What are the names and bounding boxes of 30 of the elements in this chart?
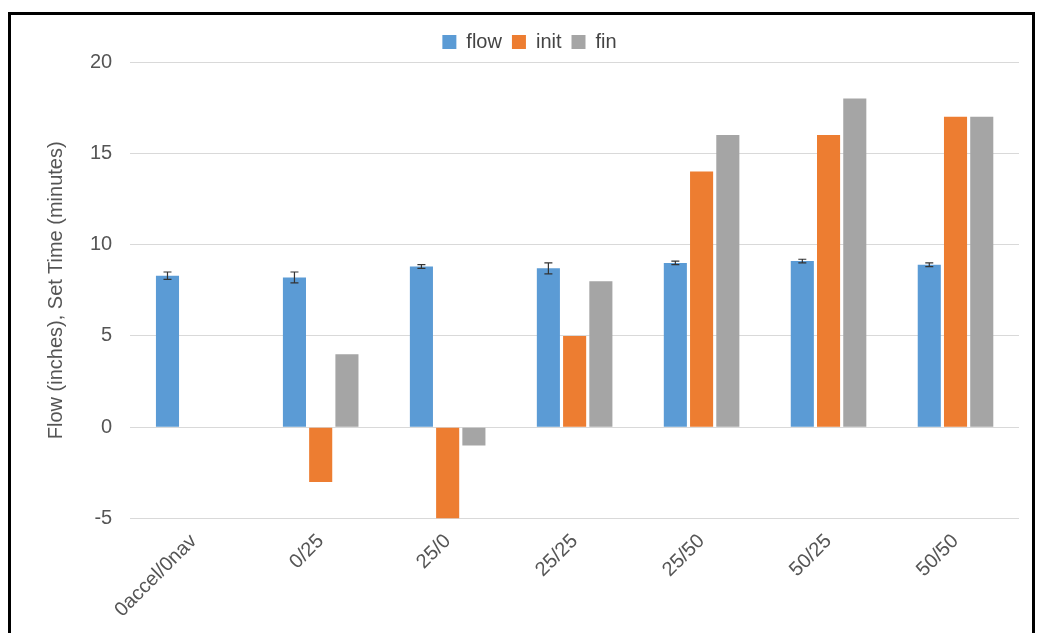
bar bbox=[536, 268, 560, 427]
bar bbox=[589, 281, 613, 427]
legend-label: flow bbox=[466, 29, 503, 52]
y-tick-label: 10 bbox=[90, 232, 113, 255]
legend-label: init bbox=[535, 29, 562, 52]
y-tick-label: 15 bbox=[90, 140, 113, 163]
y-tick-label: -5 bbox=[94, 506, 113, 529]
bar bbox=[917, 264, 941, 427]
bar bbox=[970, 116, 994, 427]
bar bbox=[716, 135, 740, 427]
bar bbox=[817, 135, 841, 427]
bar bbox=[943, 116, 968, 427]
y-tick-label: 0 bbox=[101, 414, 113, 437]
bar bbox=[843, 98, 867, 427]
bar bbox=[563, 335, 587, 427]
bar bbox=[335, 354, 359, 427]
bar bbox=[790, 261, 814, 427]
bar bbox=[282, 277, 306, 427]
bar bbox=[690, 171, 714, 427]
bar bbox=[436, 427, 460, 519]
x-tick-label: 0/25 bbox=[284, 529, 328, 573]
bar bbox=[409, 266, 433, 427]
bar bbox=[155, 275, 180, 427]
y-axis-title: Flow (inches), Set Time (minutes) bbox=[43, 141, 66, 440]
bar bbox=[462, 427, 486, 446]
legend-label: fin bbox=[595, 29, 617, 52]
y-tick-label: 20 bbox=[90, 49, 113, 72]
bar bbox=[663, 262, 687, 427]
bar bbox=[309, 427, 333, 483]
y-tick-label: 5 bbox=[101, 323, 113, 346]
